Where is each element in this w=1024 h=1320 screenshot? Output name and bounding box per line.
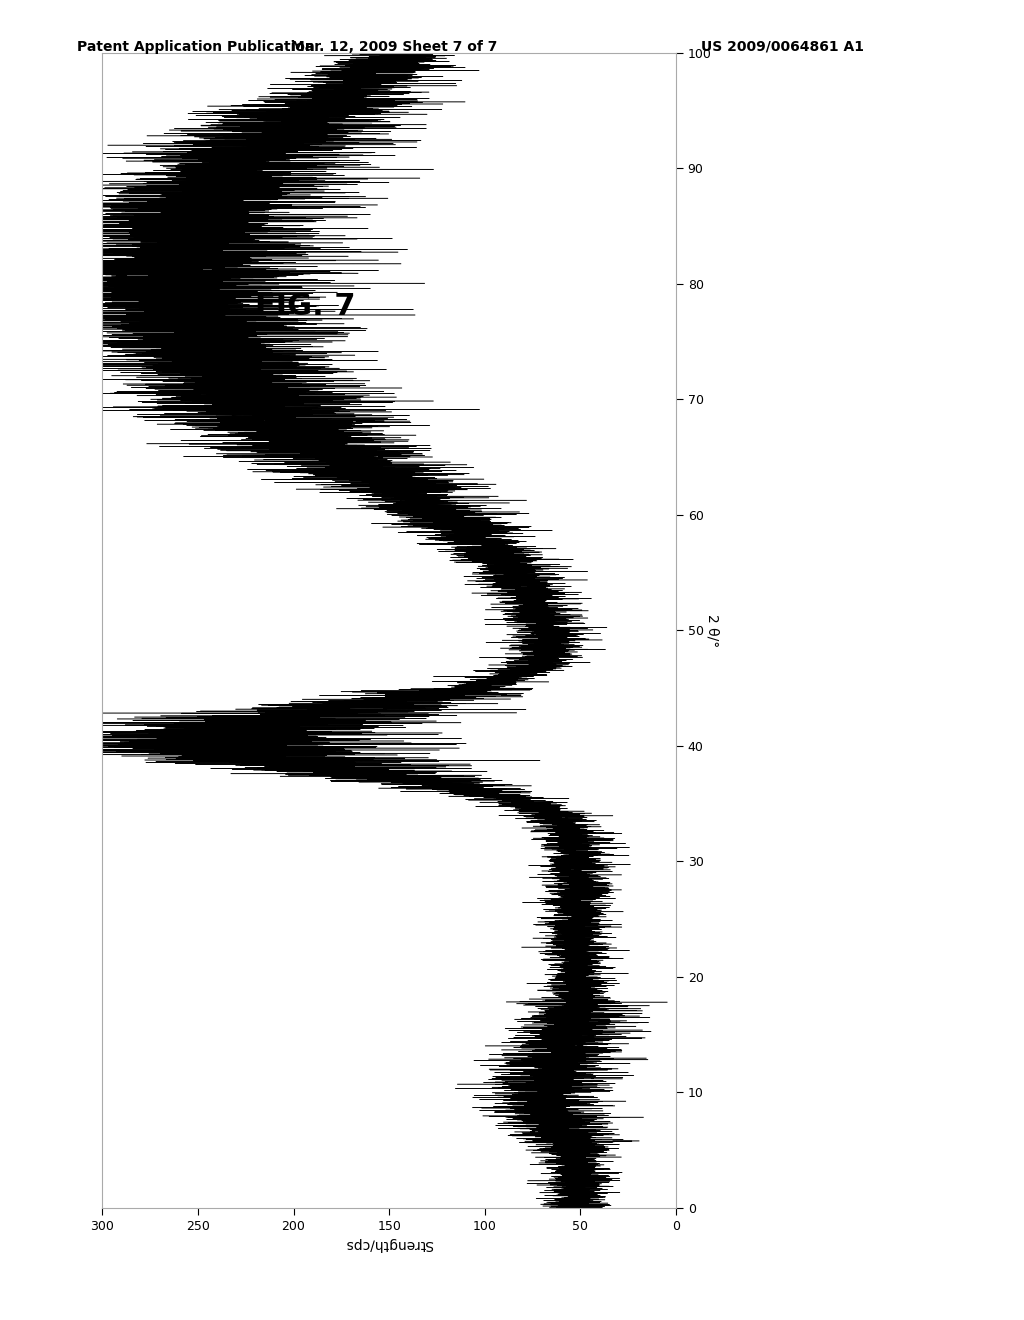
Y-axis label: 2 θ/°: 2 θ/° bbox=[706, 614, 720, 647]
Text: US 2009/0064861 A1: US 2009/0064861 A1 bbox=[701, 40, 864, 54]
Text: FIG. 7: FIG. 7 bbox=[255, 293, 355, 321]
Text: Mar. 12, 2009 Sheet 7 of 7: Mar. 12, 2009 Sheet 7 of 7 bbox=[291, 40, 498, 54]
X-axis label: Strength/cps: Strength/cps bbox=[345, 1237, 433, 1251]
Text: Patent Application Publication: Patent Application Publication bbox=[77, 40, 314, 54]
